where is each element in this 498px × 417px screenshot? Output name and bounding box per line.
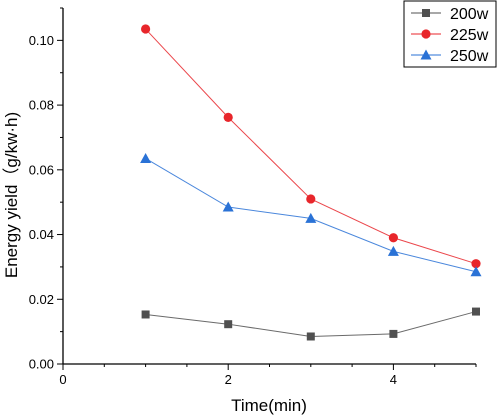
legend-marker [420,49,432,60]
data-point [387,245,399,256]
legend-label: 250w [450,48,489,65]
data-point [223,112,233,122]
x-tick-label: 0 [59,372,66,387]
legend-label: 200w [450,6,489,23]
data-point [388,233,398,243]
y-tick-label: 0.10 [29,33,54,48]
data-point [389,329,398,338]
legend-item-225w: 225w [411,27,489,44]
x-tick-label: 4 [390,372,397,387]
y-tick-label: 0.04 [29,227,54,242]
series-250w [140,152,482,277]
x-tick-label: 2 [225,372,232,387]
legend-item-200w: 200w [411,6,489,23]
data-point [141,24,151,34]
y-tick-label: 0.08 [29,98,54,113]
y-tick-label: 0.06 [29,162,54,177]
data-point [306,332,315,341]
data-point [470,266,482,277]
y-axis-title: Energy yield（g/kw·h) [2,112,21,278]
data-point [305,212,317,223]
data-point [306,194,316,204]
legend: 200w 225w 250w [403,0,497,68]
data-point [140,152,152,163]
y-tick-label: 0.00 [29,357,54,372]
data-point [141,310,150,319]
data-point [222,201,234,212]
data-point [472,307,480,316]
series-200w [141,307,480,341]
legend-marker [421,29,431,39]
legend-marker [422,9,430,17]
x-axis-title: Time(min) [231,396,307,415]
data-point [471,259,481,269]
data-point [224,320,233,329]
y-tick-label: 0.02 [29,292,54,307]
series-layer [140,24,482,341]
legend-item-250w: 250w [411,48,489,65]
legend-label: 225w [450,27,489,44]
ticks: 0 2 4 0.00 0.02 0.04 0.06 0.08 0.10 [29,7,477,387]
series-225w [141,24,481,269]
